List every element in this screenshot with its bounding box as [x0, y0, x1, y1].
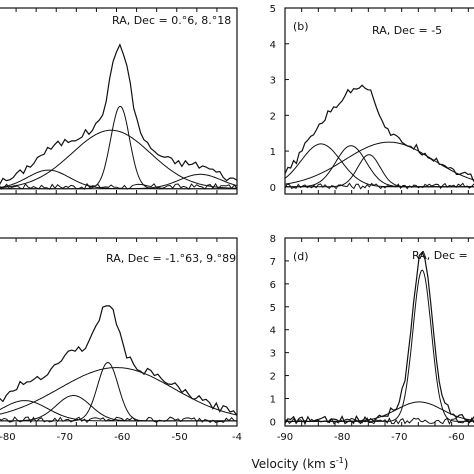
panel-2: 0 1 2 3 4 5 (b) RA, Dec = -5 [270, 4, 474, 195]
x-tick-label: -80 [334, 432, 350, 443]
y-tick-label: 5 [270, 4, 276, 15]
observed-spectrum [0, 43, 237, 186]
y-tick-label: 2 [270, 111, 276, 122]
panel-label: (d) [293, 250, 309, 263]
observed-spectrum [0, 305, 237, 416]
coordinate-annotation: RA, Dec = -1.°63, 9.°89 [106, 252, 236, 265]
plot-area [0, 305, 237, 424]
x-tick-label: -50 [171, 432, 187, 443]
x-tick-label: -70 [57, 432, 73, 443]
x-tick-label: -60 [114, 432, 130, 443]
component-4 [0, 400, 237, 422]
residual-line [0, 416, 237, 424]
panel-4: -90 -80 -70 -60 0 1 2 3 4 5 6 7 8 (d) RA, Dec = [270, 234, 474, 443]
y-tick-label: 0 [270, 183, 276, 194]
panel-3: -80 -70 -60 -50 -4 RA, Dec = -1.°63, 9.°89 [0, 237, 242, 443]
panel-1: RA, Dec = 0.°6, 8.°18 [0, 7, 238, 195]
component-2 [285, 401, 474, 422]
residual-line [285, 182, 474, 190]
panel-label: (b) [293, 20, 309, 33]
coordinate-annotation: RA, Dec = 0.°6, 8.°18 [112, 14, 231, 27]
y-tick-label: 3 [270, 76, 276, 87]
x-tick-label: -60 [448, 432, 464, 443]
x-tick-label: -80 [0, 432, 16, 443]
coordinate-annotation: RA, Dec = -5 [372, 24, 442, 37]
component-3 [285, 154, 474, 188]
y-tick-label: 1 [270, 147, 276, 158]
coordinate-annotation: RA, Dec = [412, 249, 468, 262]
component-4 [285, 143, 474, 188]
y-tick-label: 5 [270, 303, 276, 314]
y-tick-label: 6 [270, 280, 276, 291]
y-tick-label: 3 [270, 349, 276, 360]
x-tick-label: -4 [232, 432, 242, 443]
y-tick-label: 7 [270, 257, 276, 268]
component-1 [285, 141, 474, 185]
y-tick-label: 8 [270, 234, 276, 245]
x-tick-label: -90 [277, 432, 293, 443]
component-1 [285, 269, 474, 422]
residual-line [285, 417, 474, 425]
plot-area [285, 251, 474, 426]
component-2 [0, 105, 237, 190]
component-1 [0, 367, 237, 416]
component-2 [0, 361, 237, 422]
observed-spectrum [285, 84, 474, 183]
y-tick-label: 4 [270, 40, 276, 51]
x-axis-label: Velocity (km s-1) [252, 456, 349, 471]
y-tick-label: 0 [270, 417, 276, 428]
x-tick-label: -70 [391, 432, 407, 443]
component-1 [0, 129, 237, 189]
component-4 [0, 173, 237, 190]
plot-area [0, 43, 237, 190]
panel-frame [0, 237, 238, 427]
panel-frame [284, 237, 474, 427]
y-tick-label: 4 [270, 326, 276, 337]
plot-area [285, 84, 474, 190]
y-tick-label: 1 [270, 394, 276, 405]
y-tick-label: 2 [270, 372, 276, 383]
residual-line [0, 182, 237, 190]
observed-spectrum [285, 251, 474, 426]
